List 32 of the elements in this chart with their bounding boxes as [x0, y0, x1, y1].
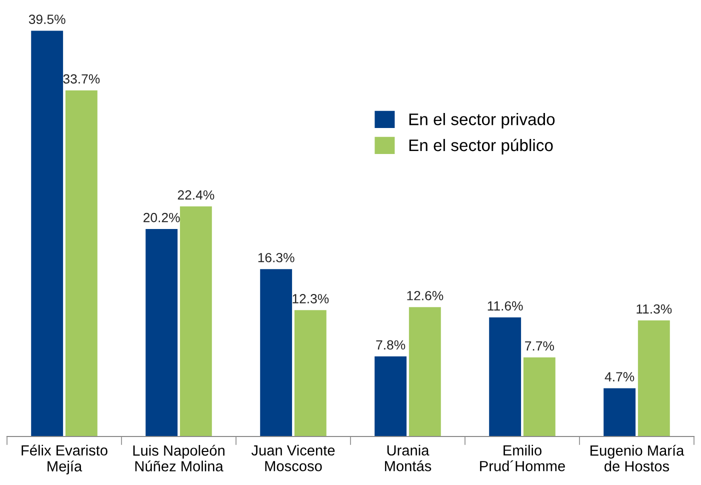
bar: [180, 206, 212, 436]
x-tick-label: Félix Evaristo Mejía: [22, 444, 108, 474]
data-label: 16.3%: [258, 252, 294, 262]
bar: [638, 320, 670, 436]
x-tick-label: Emilio Prud´Homme: [480, 444, 565, 472]
legend-label: En el sector privado: [409, 112, 555, 129]
bar: [260, 269, 292, 436]
data-label: 12.6%: [407, 290, 444, 300]
data-label: 12.3%: [292, 294, 329, 304]
data-label: 7.7%: [525, 341, 554, 351]
bar: [374, 356, 407, 436]
data-label: 11.3%: [636, 304, 672, 314]
bar: [604, 388, 636, 436]
bar: [294, 310, 326, 436]
data-label: 20.2%: [144, 212, 180, 222]
data-label: 7.8%: [376, 340, 406, 350]
x-tick-label: Luis Napoleón Núñez Molina: [133, 444, 224, 472]
data-label: 33.7%: [63, 74, 100, 84]
bar: [65, 90, 98, 436]
bar: [523, 357, 556, 436]
data-label: 11.6%: [488, 301, 523, 311]
data-label: 39.5%: [28, 14, 66, 24]
bar: [31, 30, 64, 436]
data-label: 22.4%: [178, 190, 214, 200]
x-tick-label: Urania Montás: [385, 444, 432, 472]
x-tick-label: Eugenio María de Hostos: [590, 444, 684, 472]
x-tick-label: Juan Vicente Moscoso: [251, 444, 335, 472]
legend-label: En el sector público: [409, 138, 553, 154]
data-label: 4.7%: [604, 372, 634, 382]
bar: [408, 307, 441, 436]
bar: [489, 317, 522, 436]
bar: [146, 229, 178, 436]
